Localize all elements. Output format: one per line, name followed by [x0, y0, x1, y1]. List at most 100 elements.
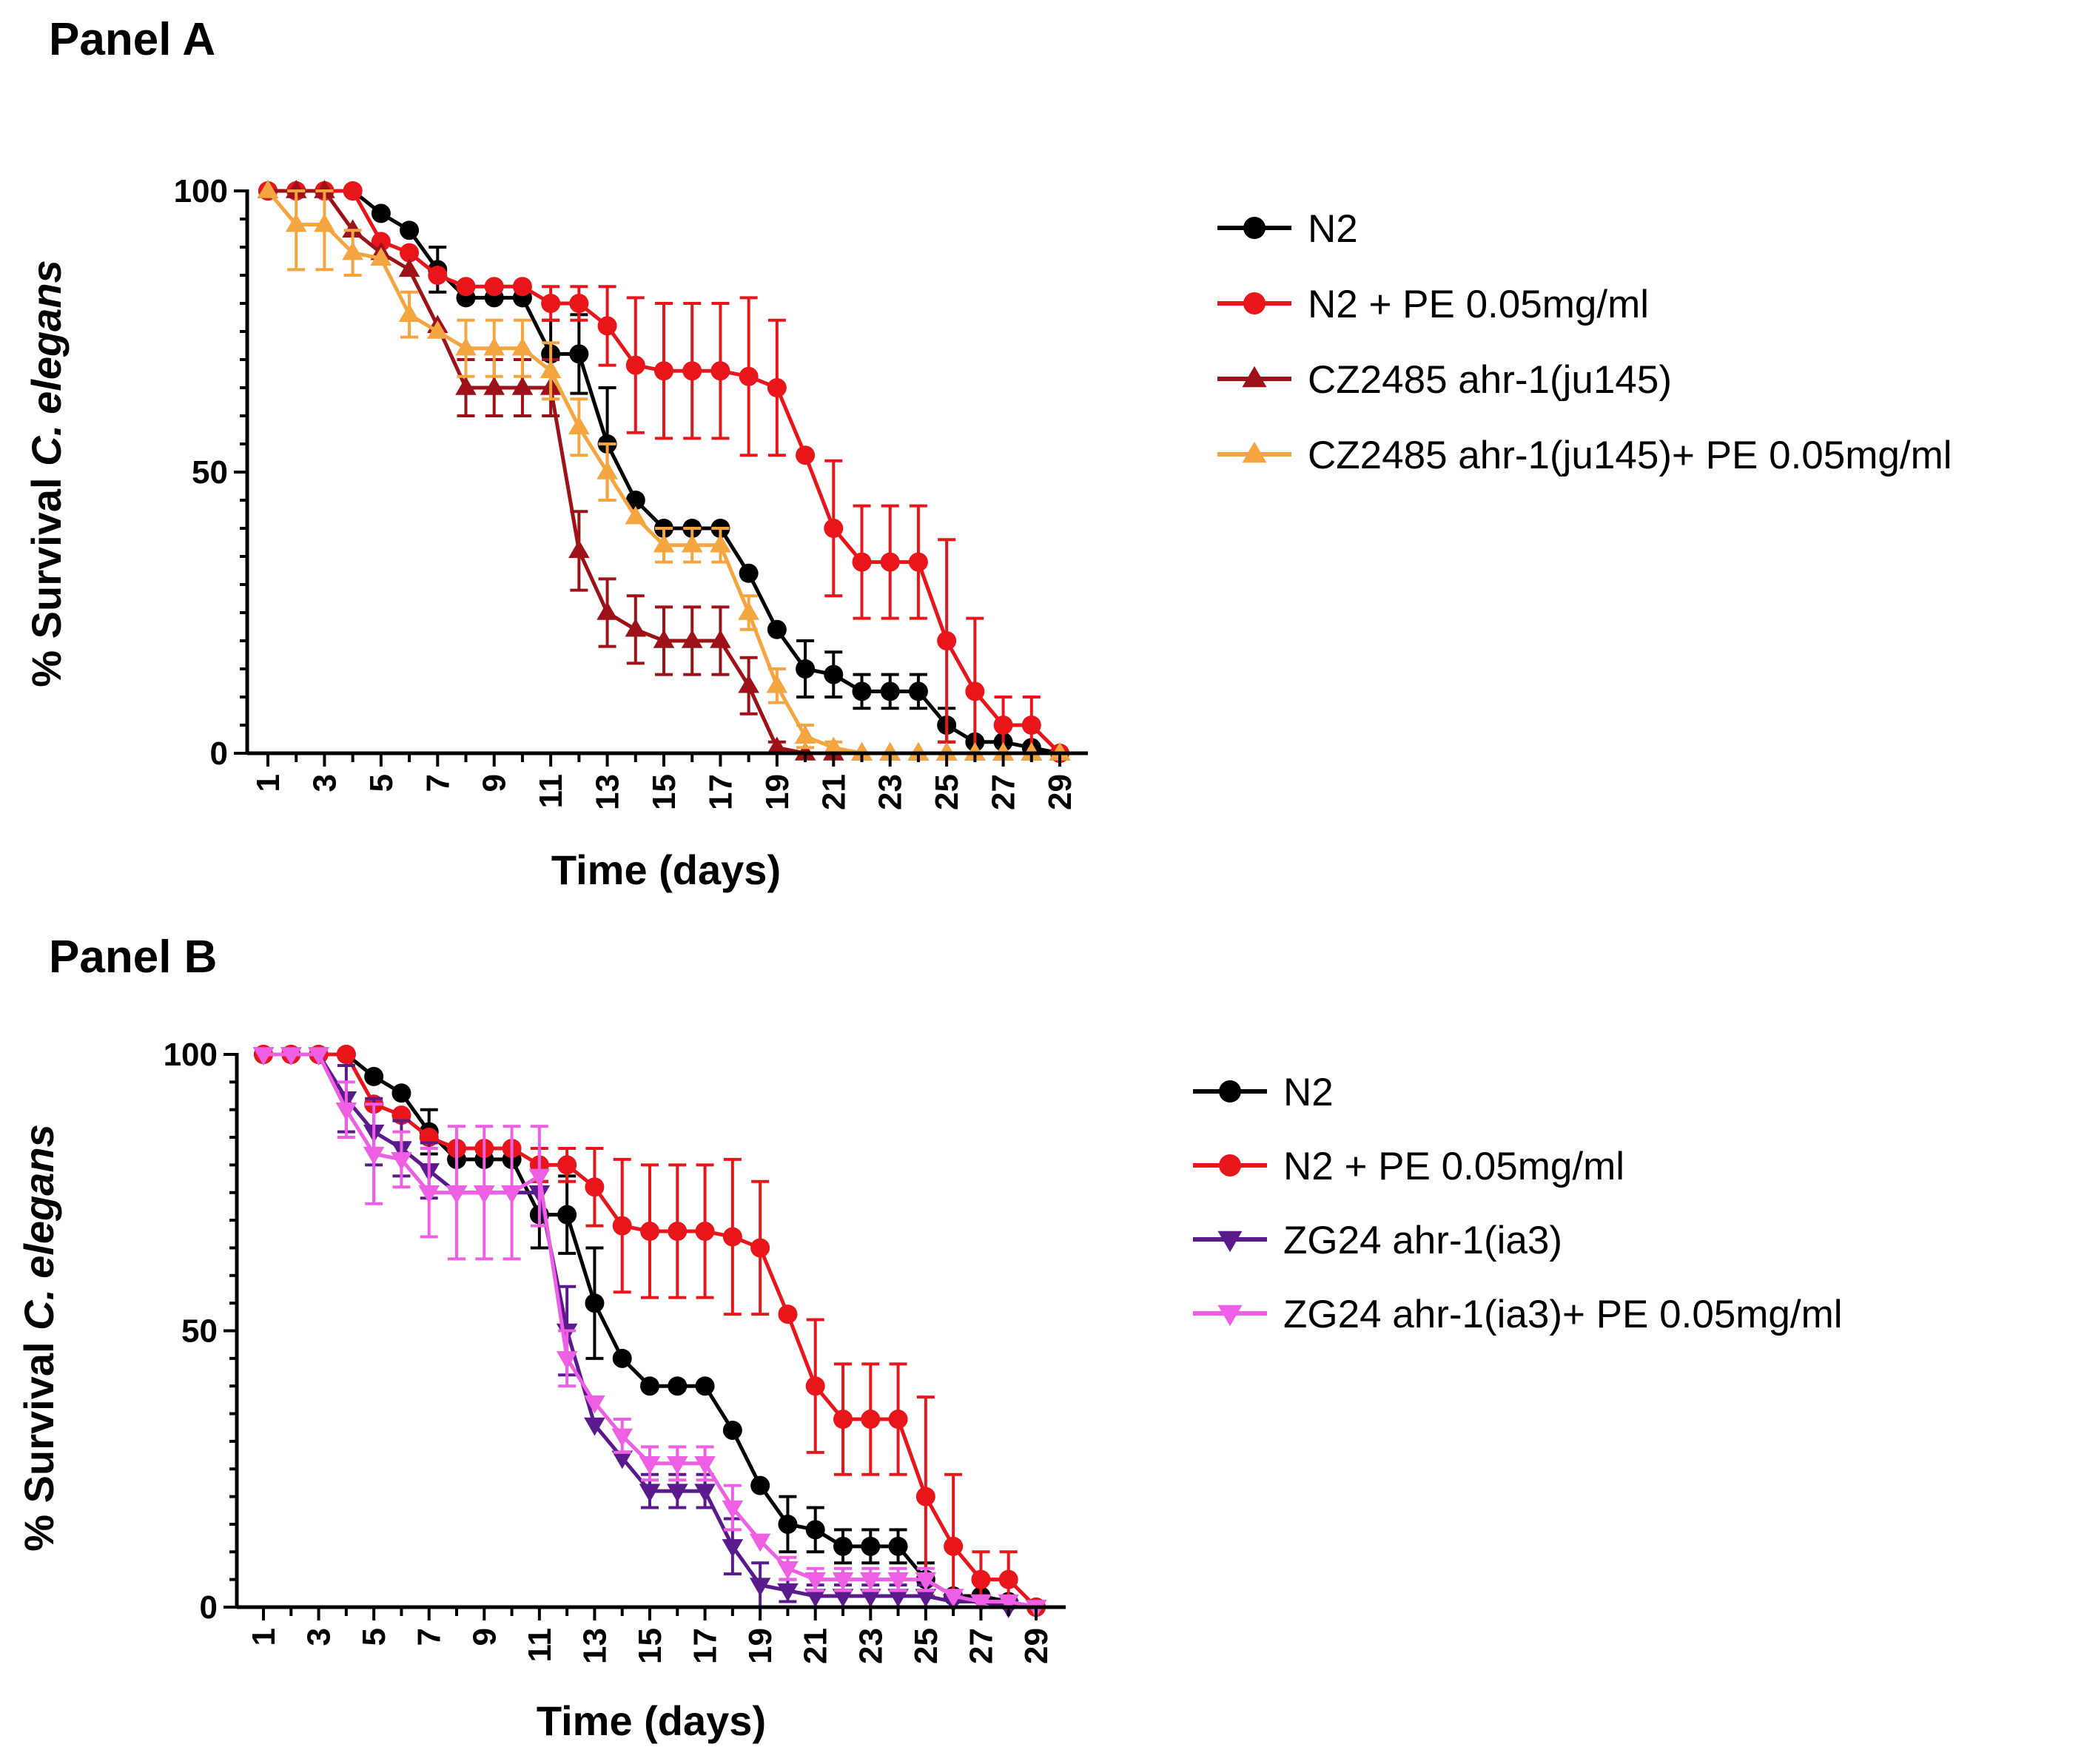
panel-a-y-axis-label: % Survival C. elegans: [23, 260, 70, 687]
panel-a-legend-label: N2: [1308, 207, 1358, 251]
panel-b-data-point: [612, 1216, 632, 1236]
panel-a-legend-marker: [1242, 441, 1267, 463]
panel-a-data-point: [992, 742, 1014, 761]
panel-b-x-tick-label: 21: [798, 1628, 834, 1664]
panel-b-y-label-species: elegans: [16, 1124, 62, 1279]
panel-a-x-tick-label: 29: [1042, 774, 1078, 810]
panel-a-data-point: [569, 294, 589, 313]
panel-b-data-point: [391, 1152, 412, 1171]
panel-a-data-point: [766, 674, 788, 693]
panel-a-data-point: [824, 519, 844, 538]
panel-b-data-point: [694, 1484, 716, 1503]
panel-a-legend-label: N2 + PE 0.05mg/ml: [1308, 283, 1649, 326]
panel-b-x-tick-label: 3: [301, 1628, 337, 1646]
panel-a-data-point: [568, 416, 590, 434]
panel-a-data-point: [852, 681, 872, 701]
panel-a-data-point: [512, 277, 532, 297]
panel-a-legend: N2 N2 + PE 0.05mg/ml CZ2485 ahr-1(ju145) CZ…: [1217, 207, 1952, 477]
panel-b-legend-label: N2 + PE 0.05mg/ml: [1283, 1145, 1624, 1188]
panel-a-data-point: [596, 602, 618, 620]
panel-a-data-point: [625, 618, 647, 637]
panel-a-legend-marker: [1243, 217, 1266, 239]
panel-b-title: Panel B: [49, 932, 217, 983]
panel-a-data-point: [794, 725, 816, 744]
panel-b-data-point: [777, 1561, 799, 1580]
panel-b-legend-entry: ZG24 ahr-1(ia3): [1193, 1219, 1562, 1262]
panel-b-series-3: [252, 1047, 1047, 1618]
panel-b-x-tick-label: 1: [246, 1628, 282, 1646]
panel-b-data-point: [833, 1536, 853, 1556]
panel-b-data-point: [695, 1222, 715, 1242]
panel-a-y-label-species: elegans: [23, 260, 70, 414]
panel-a-data-point: [371, 203, 391, 223]
panel-b-data-point: [666, 1456, 688, 1475]
panel-b-data-point: [915, 1589, 937, 1608]
panel-a-data-point: [1049, 742, 1071, 761]
panel-b-data-point: [611, 1450, 634, 1470]
panel-b-data-point: [557, 1155, 577, 1175]
panel-b-data-point: [308, 1047, 329, 1066]
panel-a-x-tick-label: 23: [873, 774, 909, 810]
panel-a-x-tick-label: 27: [986, 774, 1022, 810]
panel-b-y-label-prefix: % Survival: [16, 1330, 62, 1552]
panel-a-data-point: [851, 742, 873, 761]
panel-a-data-point: [710, 533, 731, 553]
panel-b-data-point: [805, 1520, 825, 1540]
panel-b-data-point: [833, 1410, 853, 1430]
panel-b-data-point: [501, 1185, 522, 1204]
panel-b-data-point: [861, 1536, 881, 1556]
panel-a-data-point: [541, 294, 561, 313]
panel-a-data-point: [653, 533, 675, 553]
panel-a-x-tick-label: 5: [363, 774, 400, 792]
panel-a-data-point: [681, 533, 703, 553]
panel-a-x-tick-label: 13: [590, 774, 626, 810]
panel-b-data-point: [611, 1428, 634, 1447]
panel-a-data-point: [625, 491, 645, 510]
panel-b-data-point: [668, 1376, 688, 1396]
panel-a-data-point: [371, 232, 391, 252]
panel-b-legend-label: ZG24 ahr-1(ia3)+ PE 0.05mg/ml: [1283, 1293, 1843, 1336]
panel-b-x-tick-label: 17: [688, 1628, 724, 1664]
panel-a-data-point: [511, 337, 534, 356]
panel-b-series-line: [263, 1052, 1038, 1609]
panel-b-legend-entry: N2: [1193, 1071, 1334, 1114]
panel-a-data-point: [739, 563, 759, 583]
panel-b-legend: N2 N2 + PE 0.05mg/ml ZG24 ahr-1(ia3) ZG24 a…: [1193, 1071, 1843, 1336]
panel-b-x-tick-label: 19: [742, 1628, 779, 1664]
panel-b-x-tick-label: 23: [853, 1628, 889, 1664]
panel-a-data-point: [935, 742, 958, 761]
panel-a-legend-label: CZ2485 ahr-1(ju145)+ PE 0.05mg/ml: [1308, 434, 1952, 477]
panel-a-data-point: [625, 505, 647, 525]
panel-a-data-point: [426, 320, 448, 339]
panel-b-data-point: [722, 1227, 742, 1247]
panel-a-x-axis-label: Time (days): [551, 846, 781, 893]
panel-b-legend-label: N2: [1283, 1071, 1334, 1114]
panel-a-data-point: [907, 742, 930, 761]
panel-b-data-point: [391, 1083, 411, 1103]
panel-a-data-point: [511, 377, 534, 395]
panel-b-data-point: [778, 1514, 798, 1534]
panel-b-legend-marker: [1217, 1305, 1243, 1327]
panel-a-y-label-genus: C.: [23, 425, 70, 466]
panel-a-data-point: [625, 355, 645, 375]
panel-a-x-tick-label: 21: [816, 774, 852, 810]
panel-a-data-point: [766, 736, 788, 755]
panel-a-series-1: [258, 181, 1069, 763]
panel-a-data-point: [1021, 742, 1043, 761]
panel-a-y-tick-label: 50: [192, 454, 228, 491]
panel-b-data-point: [252, 1047, 275, 1066]
panel-b-data-point: [557, 1205, 577, 1225]
panel-b-data-point: [859, 1589, 881, 1608]
panel-b-series-line: [263, 1052, 1036, 1609]
panel-a-data-point: [682, 361, 702, 381]
panel-a-data-point: [824, 664, 844, 684]
panel-a-data-point: [879, 742, 901, 761]
panel-b-data-point: [639, 1484, 661, 1503]
panel-b-data-point: [805, 1376, 825, 1396]
panel-a-data-point: [400, 243, 420, 263]
panel-a-legend-entry: CZ2485 ahr-1(ju145): [1217, 358, 1672, 402]
panel-a-data-point: [314, 180, 335, 198]
